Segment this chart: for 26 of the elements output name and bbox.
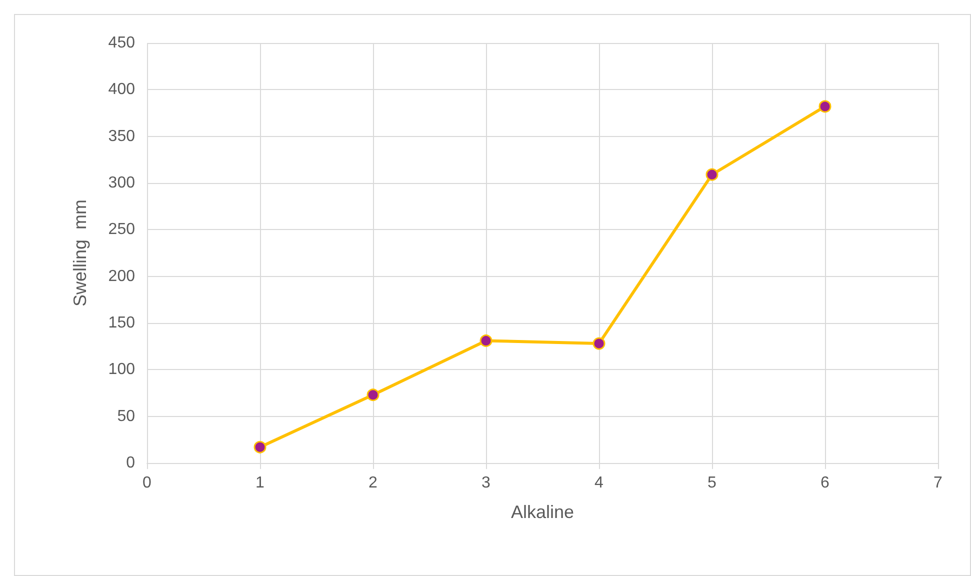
y-tick-label: 400 xyxy=(108,81,136,98)
x-tick-label: 7 xyxy=(934,474,943,492)
y-tick-label: 100 xyxy=(108,361,136,378)
x-tick-label: 4 xyxy=(594,474,604,492)
y-tick-label: 300 xyxy=(108,174,136,192)
y-tick-label: 0 xyxy=(126,454,136,472)
y-tick-label: 50 xyxy=(117,408,136,425)
x-tick-label: 2 xyxy=(368,474,378,492)
y-axis-title: Swelling mm xyxy=(70,199,90,307)
point xyxy=(480,334,492,347)
point xyxy=(366,388,380,402)
y-tick-label: 200 xyxy=(108,268,136,285)
x-tick-label: 5 xyxy=(708,474,717,492)
x-tick-label: 1 xyxy=(256,474,265,492)
point xyxy=(592,337,606,350)
y-tick-label: 250 xyxy=(108,221,136,238)
point xyxy=(254,440,266,454)
x-tick-label: 6 xyxy=(820,474,830,492)
point xyxy=(706,168,718,181)
y-tick-label: 150 xyxy=(108,314,136,332)
y-tick-label: 450 xyxy=(108,34,136,52)
x-tick-label: 0 xyxy=(142,474,152,492)
x-axis-title: Alkaline xyxy=(510,502,574,522)
x-tick-label: 3 xyxy=(482,474,491,492)
y-tick-label: 350 xyxy=(108,128,136,145)
point xyxy=(818,100,832,113)
